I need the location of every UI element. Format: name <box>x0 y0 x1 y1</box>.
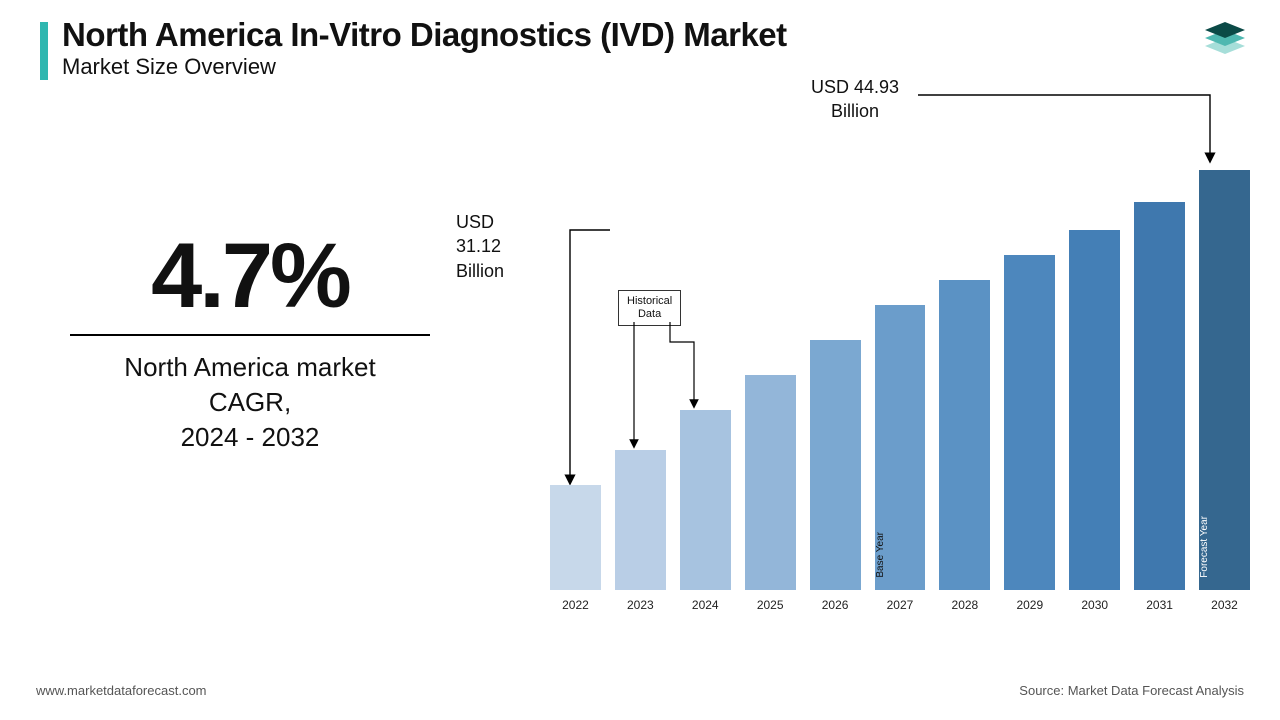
bar <box>745 375 796 590</box>
footer-source: Source: Market Data Forecast Analysis <box>1019 683 1244 698</box>
bar <box>615 450 666 590</box>
bar-column: 2030 <box>1069 230 1120 590</box>
x-axis-label: 2027 <box>875 598 926 612</box>
bar <box>939 280 990 590</box>
x-axis-label: 2030 <box>1069 598 1120 612</box>
bar: Forecast Year <box>1199 170 1250 590</box>
x-axis-label: 2032 <box>1199 598 1250 612</box>
callout-end-value: USD 44.93 Billion <box>790 75 920 124</box>
page-title: North America In-Vitro Diagnostics (IVD)… <box>62 16 787 54</box>
bar-column: 2026 <box>810 340 861 590</box>
in-bar-label: Base Year <box>875 532 926 578</box>
divider <box>70 334 430 336</box>
bar <box>1069 230 1120 590</box>
x-axis-label: 2025 <box>745 598 796 612</box>
bar <box>680 410 731 590</box>
x-axis-label: 2028 <box>939 598 990 612</box>
bar-column: 2031 <box>1134 202 1185 590</box>
bar <box>1134 202 1185 590</box>
x-axis-label: 2024 <box>680 598 731 612</box>
bar-column: Forecast Year2032 <box>1199 170 1250 590</box>
x-axis-label: 2031 <box>1134 598 1185 612</box>
bar-column: 2024 <box>680 410 731 590</box>
x-axis-label: 2029 <box>1004 598 1055 612</box>
cagr-desc-line: 2024 - 2032 <box>70 420 430 455</box>
bar <box>1004 255 1055 590</box>
cagr-desc-line: CAGR, <box>70 385 430 420</box>
bar-column: 2023 <box>615 450 666 590</box>
bar-column: 2028 <box>939 280 990 590</box>
x-axis-label: 2026 <box>810 598 861 612</box>
callout-start-value: USD 31.12 Billion <box>456 210 526 283</box>
in-bar-label: Forecast Year <box>1199 516 1250 578</box>
bar-column: 2022 <box>550 485 601 590</box>
footer-url: www.marketdataforecast.com <box>36 683 207 698</box>
bar-column: Base Year2027 <box>875 305 926 590</box>
page-subtitle: Market Size Overview <box>62 54 787 80</box>
bar-chart: 20222023202420252026Base Year20272028202… <box>550 150 1250 620</box>
bar: Base Year <box>875 305 926 590</box>
bar <box>810 340 861 590</box>
cagr-panel: 4.7% North America market CAGR, 2024 - 2… <box>70 230 430 455</box>
cagr-value: 4.7% <box>70 230 430 322</box>
accent-bar <box>40 22 48 80</box>
x-axis-label: 2022 <box>550 598 601 612</box>
header: North America In-Vitro Diagnostics (IVD)… <box>40 16 787 80</box>
cagr-desc-line: North America market <box>70 350 430 385</box>
bar-column: 2025 <box>745 375 796 590</box>
bar-column: 2029 <box>1004 255 1055 590</box>
x-axis-label: 2023 <box>615 598 666 612</box>
bar <box>550 485 601 590</box>
brand-logo-icon <box>1198 18 1252 77</box>
